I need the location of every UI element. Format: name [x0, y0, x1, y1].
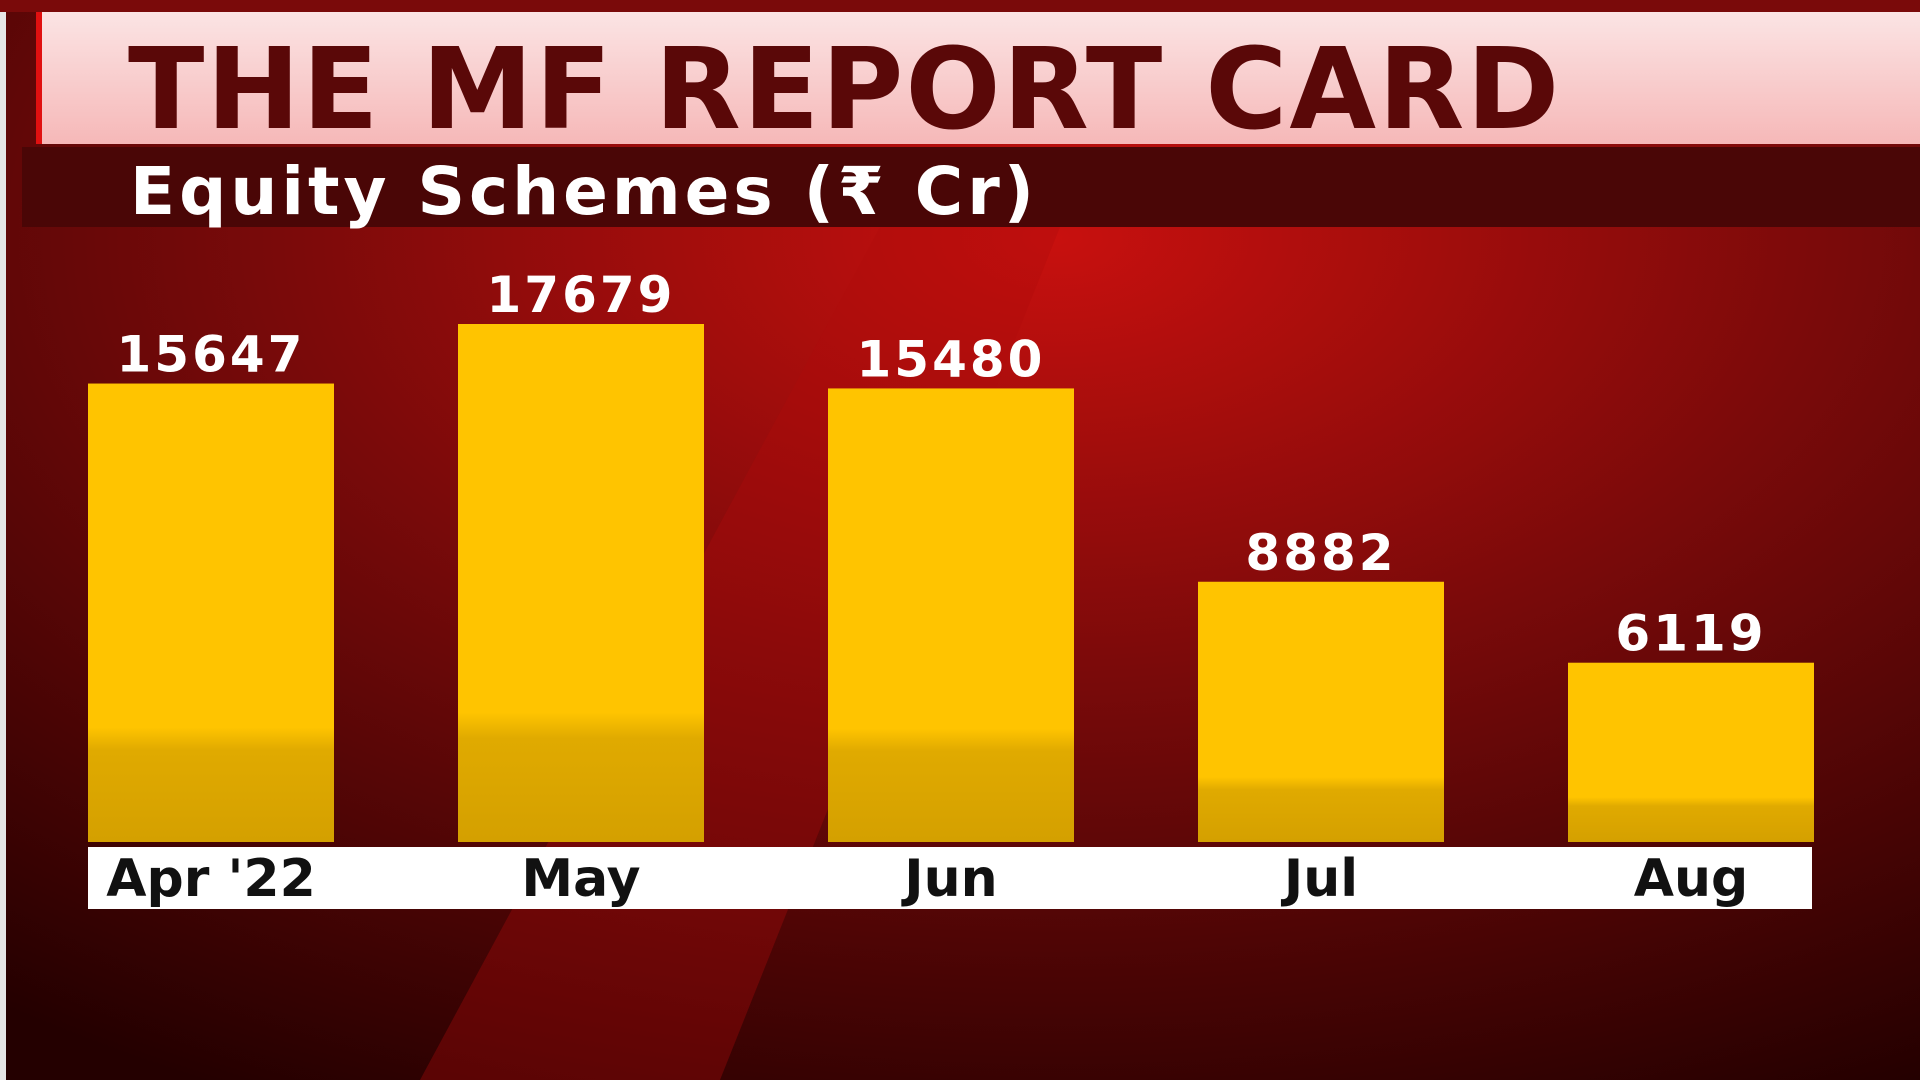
x-tick-label: May — [521, 849, 640, 909]
x-tick-label: Apr '22 — [106, 849, 316, 909]
bar — [1568, 662, 1814, 842]
x-tick-label: Jul — [1281, 849, 1358, 909]
bar — [828, 388, 1074, 842]
subtitle-band — [22, 147, 1920, 227]
title-band — [36, 12, 1920, 144]
bar — [458, 324, 704, 842]
category-strip — [88, 847, 1812, 909]
x-tick-label: Aug — [1634, 849, 1749, 909]
bar — [1198, 581, 1444, 842]
value-label: 17679 — [487, 266, 676, 324]
chart-title: THE MF REPORT CARD — [128, 25, 1561, 155]
value-label: 15480 — [857, 330, 1046, 388]
value-label: 6119 — [1615, 605, 1766, 663]
title-accent — [36, 12, 42, 144]
left-edge — [0, 12, 6, 1080]
value-label: 15647 — [117, 326, 306, 384]
chart-subtitle: Equity Schemes (₹ Cr) — [130, 153, 1038, 230]
x-tick-label: Jun — [901, 849, 997, 909]
top-edge — [0, 0, 1920, 12]
value-label: 8882 — [1245, 524, 1396, 582]
bar — [88, 383, 334, 842]
